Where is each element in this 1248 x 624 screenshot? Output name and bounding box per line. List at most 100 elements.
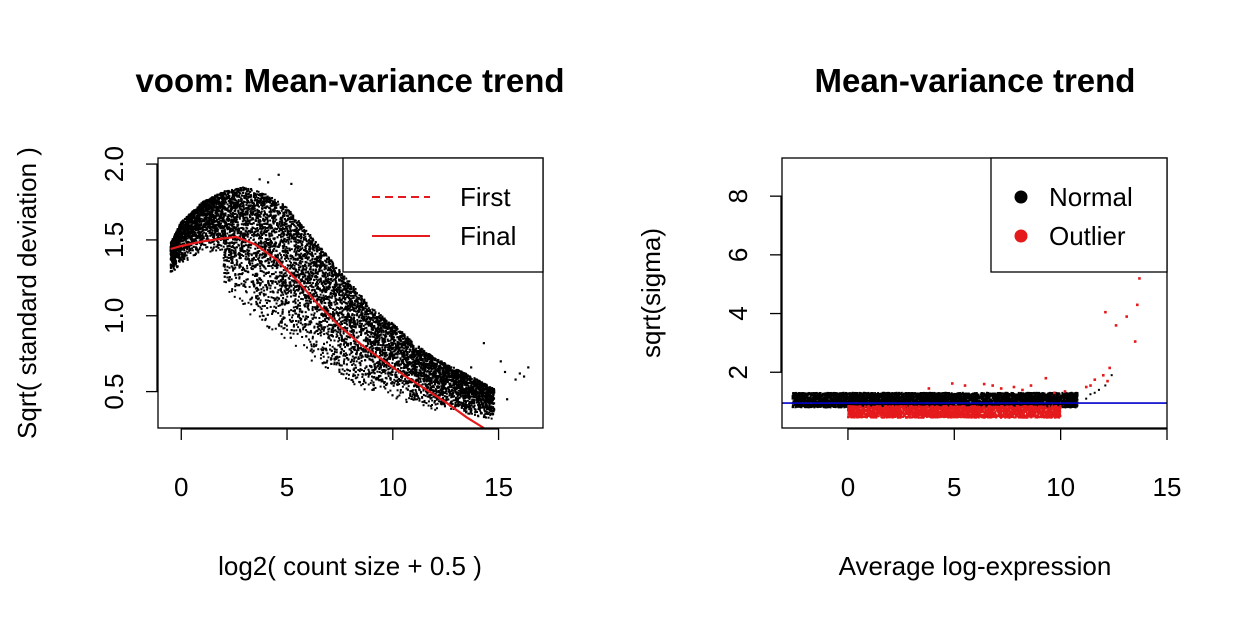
voom-data-point (299, 240, 302, 243)
voom-data-point (202, 243, 205, 246)
voom-data-point (436, 386, 439, 389)
voom-data-point (364, 338, 367, 341)
voom-data-point (270, 232, 273, 235)
voom-data-point (263, 226, 266, 229)
voom-data-point (246, 251, 249, 254)
voom-data-point (373, 309, 376, 312)
voom-data-point (331, 286, 334, 289)
voom-data-point (378, 337, 381, 340)
voom-data-point (239, 200, 242, 203)
voom-data-point (234, 191, 237, 194)
voom-data-point (421, 364, 424, 367)
voom-data-point (300, 236, 303, 239)
voom-data-point (401, 349, 404, 352)
voom-data-point (217, 236, 220, 239)
voom-data-point (215, 207, 218, 210)
voom-data-point (239, 233, 242, 236)
voom-data-point (247, 188, 250, 191)
voom-data-point (318, 258, 321, 261)
voom-data-point (454, 399, 457, 402)
voom-data-point (443, 401, 446, 404)
voom-data-point (260, 210, 263, 213)
voom-data-point (229, 256, 232, 259)
voom-data-point (306, 258, 309, 261)
voom-data-point (430, 380, 433, 383)
voom-data-point (437, 367, 440, 370)
voom-data-point (219, 248, 222, 251)
voom-data-point (330, 313, 333, 316)
voom-data-point (264, 193, 267, 196)
voom-data-point (235, 259, 238, 262)
voom-data-point (468, 403, 471, 406)
voom-data-point (233, 192, 236, 195)
voom-data-point (319, 257, 322, 260)
voom-data-point (435, 381, 438, 384)
voom-data-point (357, 373, 360, 376)
voom-data-point (397, 381, 400, 384)
voom-data-point (337, 306, 340, 309)
voom-data-point (456, 378, 459, 381)
voom-data-point (345, 338, 348, 341)
voom-data-point (315, 261, 318, 264)
voom-data-point (257, 241, 260, 244)
voom-data-point (274, 286, 277, 289)
voom-data-point (391, 341, 394, 344)
voom-data-point (259, 245, 262, 248)
voom-data-point (373, 316, 376, 319)
voom-data-point (396, 379, 399, 382)
voom-data-point (246, 224, 249, 227)
voom-data-point (214, 231, 217, 234)
voom-data-point (407, 339, 410, 342)
voom-data-point (240, 230, 243, 233)
voom-data-point (349, 330, 352, 333)
voom-data-point (247, 189, 250, 192)
voom-data-point (377, 347, 380, 350)
voom-data-point (441, 394, 444, 397)
voom-data-point (194, 246, 197, 249)
voom-data-point (320, 282, 323, 285)
voom-data-point (258, 259, 261, 262)
voom-data-point (306, 256, 309, 259)
voom-data-point (482, 416, 485, 419)
voom-data-point (419, 349, 422, 352)
voom-data-point (343, 288, 346, 291)
voom-data-point (311, 288, 314, 291)
voom-data-point (450, 407, 453, 410)
voom-data-point (284, 282, 287, 285)
voom-data-point (350, 285, 353, 288)
voom-data-point (310, 284, 313, 287)
voom-data-point (487, 395, 490, 398)
voom-data-point (327, 301, 330, 304)
voom-data-point (312, 300, 315, 303)
voom-data-point (383, 381, 386, 384)
voom-data-point (453, 373, 456, 376)
voom-data-point (452, 389, 455, 392)
voom-data-point (334, 356, 337, 359)
voom-data-point (363, 315, 366, 318)
voom-data-point (241, 299, 244, 302)
voom-data-point (269, 287, 272, 290)
voom-data-point (314, 331, 317, 334)
voom-data-point (480, 395, 483, 398)
voom-data-point (289, 218, 292, 221)
voom-data-point (327, 335, 330, 338)
voom-data-point (470, 395, 473, 398)
voom-data-point (473, 377, 476, 380)
voom-data-point (472, 398, 475, 401)
voom-data-point (412, 346, 415, 349)
voom-data-point (306, 253, 309, 256)
voom-data-point (435, 390, 438, 393)
voom-data-point (217, 213, 220, 216)
voom-data-point (342, 362, 345, 365)
voom-data-point (224, 200, 227, 203)
voom-data-point (223, 259, 226, 262)
voom-data-point (246, 217, 249, 220)
voom-data-point (414, 360, 417, 363)
voom-data-point (296, 221, 299, 224)
voom-data-point (353, 360, 356, 363)
voom-data-point (442, 391, 445, 394)
voom-data-point (317, 309, 320, 312)
voom-data-point (366, 333, 369, 336)
voom-data-point (306, 280, 309, 283)
voom-data-point (304, 260, 307, 263)
